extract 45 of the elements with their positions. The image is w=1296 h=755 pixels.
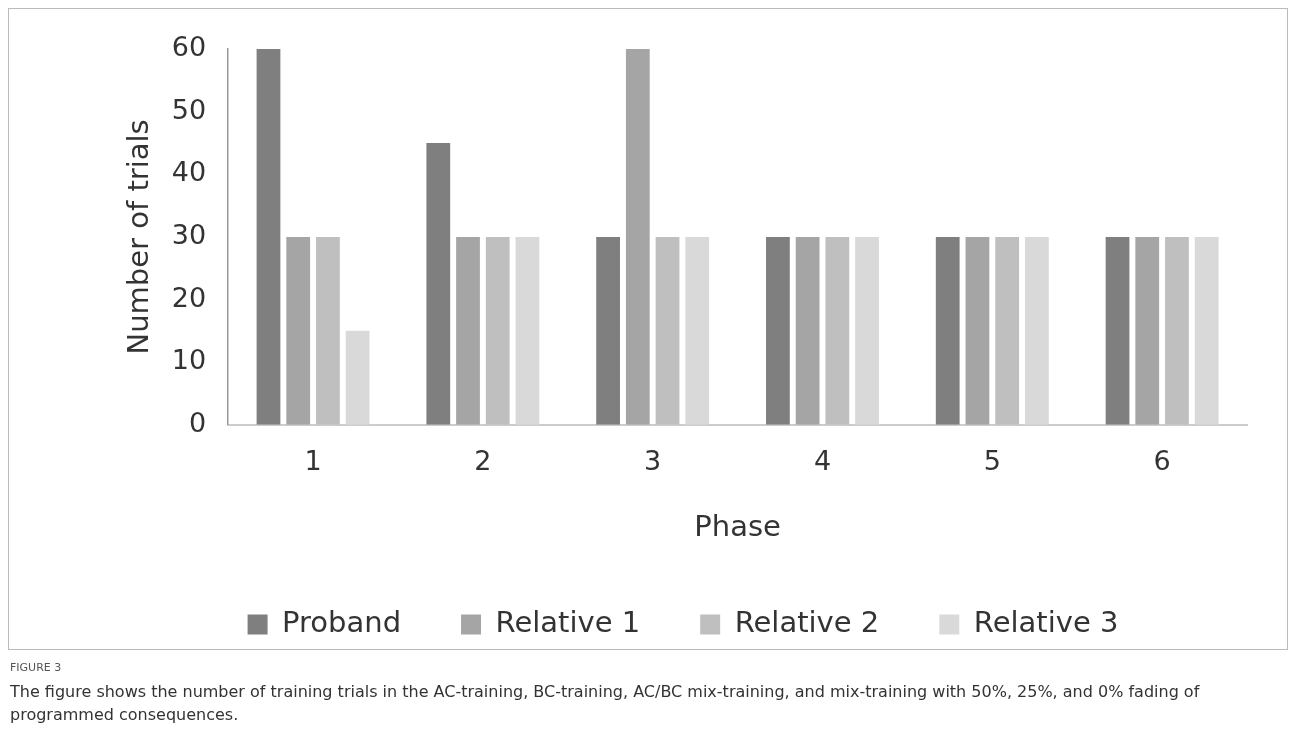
bar	[1135, 236, 1160, 425]
bar	[286, 236, 311, 425]
bar	[426, 142, 451, 425]
bar	[766, 236, 790, 425]
x-tick-label: 5	[983, 445, 1001, 477]
legend-label: Relative 1	[495, 605, 641, 640]
x-axis-title: Phase	[694, 509, 781, 544]
bar	[456, 236, 480, 425]
legend-label: Relative 2	[734, 605, 880, 640]
x-tick-label: 1	[304, 445, 322, 477]
x-tick-label: 6	[1153, 445, 1171, 477]
bar	[655, 236, 680, 425]
y-tick-label: 60	[171, 31, 207, 63]
bar	[485, 236, 510, 425]
bar	[256, 49, 281, 425]
bar	[515, 236, 540, 425]
y-tick-label: 40	[171, 156, 207, 188]
y-tick-label: 50	[171, 93, 207, 125]
bar	[596, 236, 620, 425]
bar	[316, 236, 340, 425]
legend-label: Proband	[282, 605, 402, 640]
y-tick-label: 20	[171, 281, 207, 313]
bar	[1165, 236, 1189, 425]
x-tick-label: 4	[813, 445, 832, 477]
bar	[855, 236, 879, 425]
text: The figure shows the number of training trials in the AC-training, BC-training, AC/BC mix-training, and mix-training with 50%, 25%, and 0% fading of programmed consequences.	[9, 681, 1201, 726]
bar	[825, 236, 850, 425]
x-tick-label: 2	[474, 445, 492, 477]
y-axis-title: Number of trials	[120, 119, 155, 355]
bar	[995, 236, 1020, 425]
bar	[1194, 236, 1219, 425]
bar	[345, 330, 370, 425]
bar	[935, 236, 960, 425]
bar	[1024, 236, 1049, 425]
legend-label: Relative 3	[973, 605, 1119, 640]
bar	[965, 236, 990, 425]
caption: FIGURE 3	[9, 660, 63, 676]
x-tick-label: 3	[644, 445, 662, 477]
y-tick-label: 0	[188, 406, 207, 438]
y-tick-label: 10	[171, 344, 207, 376]
bar	[685, 236, 710, 425]
y-tick-label: 30	[171, 218, 207, 250]
bar	[795, 236, 820, 425]
bar	[625, 49, 650, 425]
bar	[1105, 236, 1130, 425]
